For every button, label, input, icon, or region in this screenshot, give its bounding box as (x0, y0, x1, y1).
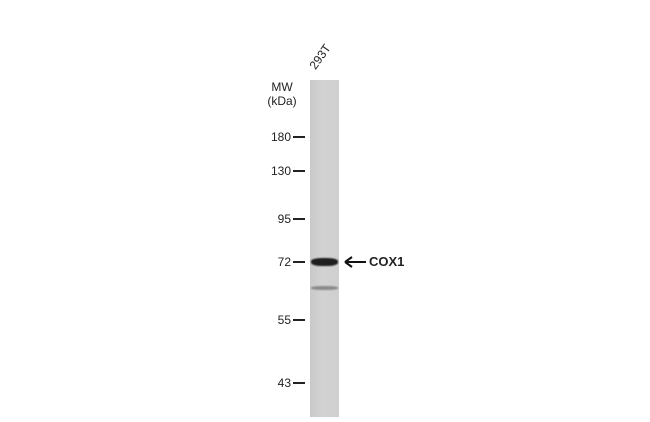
marker-130: 130 (250, 164, 306, 178)
mw-title-line1: MW (271, 80, 293, 94)
marker-tick (293, 136, 305, 138)
target-label-cox1: COX1 (369, 254, 405, 269)
marker-tick (293, 170, 305, 172)
blot-lane-293t (310, 80, 339, 417)
marker-label: 43 (277, 376, 291, 390)
marker-tick (293, 218, 305, 220)
marker-label: 95 (277, 212, 291, 226)
marker-label: 72 (277, 255, 291, 269)
mw-title-line2: (kDa) (267, 94, 297, 108)
marker-tick (293, 319, 305, 321)
mw-title: MW (kDa) (262, 80, 302, 108)
marker-55: 55 (250, 313, 306, 327)
marker-label: 130 (270, 164, 291, 178)
band-faint (311, 286, 338, 290)
marker-label: 180 (270, 130, 291, 144)
marker-label: 55 (277, 313, 291, 327)
marker-43: 43 (250, 376, 306, 390)
marker-tick (293, 261, 305, 263)
marker-180: 180 (250, 130, 306, 144)
left-arrow-icon (344, 256, 366, 268)
band-cox1 (311, 258, 338, 266)
marker-72: 72 (250, 255, 306, 269)
marker-tick (293, 382, 305, 384)
sample-label-293t: 293T (306, 41, 334, 72)
marker-95: 95 (250, 212, 306, 226)
